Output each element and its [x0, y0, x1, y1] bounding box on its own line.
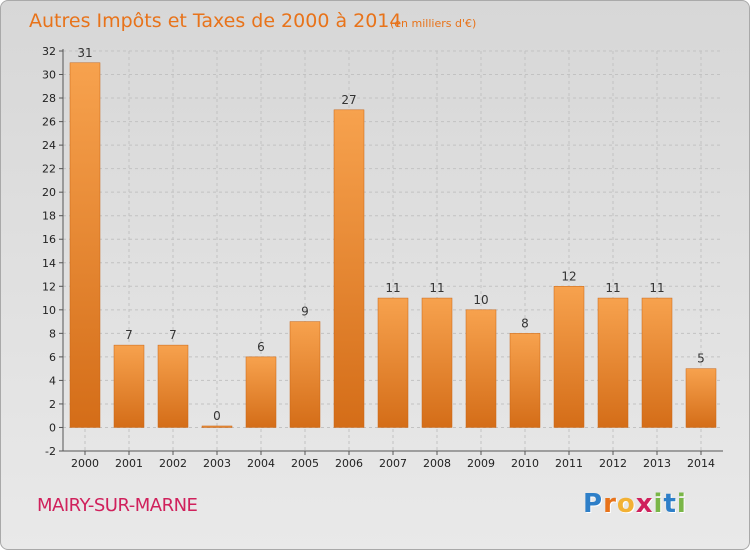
bars: [69, 62, 717, 428]
logo-letter: r: [603, 489, 617, 519]
bar-2006: [333, 109, 365, 428]
logo-letter: t: [663, 489, 677, 519]
x-tick-label-2011: 2011: [555, 457, 583, 470]
y-tick-label: 20: [42, 186, 56, 199]
y-tick-label: 16: [42, 233, 56, 246]
value-label-2005: 9: [301, 305, 309, 319]
axes: [59, 49, 723, 455]
chart-subtitle: (en milliers d'€): [390, 17, 476, 30]
bar-2000: [69, 62, 101, 428]
bar-2014: [685, 368, 717, 428]
logo-letter: P: [583, 489, 604, 519]
x-tick-label-2010: 2010: [511, 457, 539, 470]
value-label-2002: 7: [169, 328, 177, 342]
bar-2002: [157, 344, 189, 428]
y-tick-label: 2: [49, 398, 56, 411]
x-tick-label-2008: 2008: [423, 457, 451, 470]
y-tick-label: 32: [42, 45, 56, 58]
x-tick-label-2001: 2001: [115, 457, 143, 470]
x-tick-label-2006: 2006: [335, 457, 363, 470]
value-label-2010: 8: [521, 316, 529, 330]
value-label-2006: 27: [341, 93, 356, 107]
y-tick-label: 8: [49, 327, 56, 340]
logo-letter: i: [676, 489, 687, 519]
value-label-2009: 10: [473, 293, 488, 307]
logo-letter: i: [653, 489, 664, 519]
x-tick-label-2005: 2005: [291, 457, 319, 470]
commune-name: MAIRY-SUR-MARNE: [37, 495, 198, 516]
x-tick-label-2000: 2000: [71, 457, 99, 470]
y-tick-label: 30: [42, 69, 56, 82]
x-tick-label-2013: 2013: [643, 457, 671, 470]
proxiti-logo: Proxiti: [583, 489, 687, 519]
value-label-2011: 12: [561, 269, 576, 283]
bar-2004: [245, 356, 277, 428]
bar-2009: [465, 309, 497, 428]
value-label-2008: 11: [429, 281, 444, 295]
y-tick-label: 26: [42, 116, 56, 129]
x-tick-label-2003: 2003: [203, 457, 231, 470]
value-label-2007: 11: [385, 281, 400, 295]
y-tick-label: -2: [45, 445, 56, 458]
bar-2007: [377, 297, 409, 428]
y-tick-label: 22: [42, 163, 56, 176]
y-tick-label: 10: [42, 304, 56, 317]
x-tick-label-2004: 2004: [247, 457, 275, 470]
value-label-2001: 7: [125, 328, 133, 342]
value-label-2012: 11: [605, 281, 620, 295]
bar-2001: [113, 344, 145, 428]
value-labels: 31 7 7 0 6 9 27 11 11 10 8 12 11 11 5: [77, 46, 704, 423]
value-label-2003: 0: [213, 409, 221, 423]
bar-2003: [201, 425, 233, 428]
y-tick-label: 12: [42, 280, 56, 293]
value-label-2014: 5: [697, 352, 705, 366]
value-label-2000: 31: [77, 46, 92, 60]
value-label-2004: 6: [257, 340, 265, 354]
x-tick-label-2007: 2007: [379, 457, 407, 470]
logo-letter: o: [616, 489, 636, 519]
bar-2008: [421, 297, 453, 428]
y-tick-label: 14: [42, 257, 56, 270]
bar-2005: [289, 321, 321, 428]
x-tick-label-2002: 2002: [159, 457, 187, 470]
bar-2012: [597, 297, 629, 428]
y-tick-label: 18: [42, 210, 56, 223]
y-tick-label: 28: [42, 92, 56, 105]
bar-2013: [641, 297, 673, 428]
bar-2010: [509, 333, 541, 428]
value-label-2013: 11: [649, 281, 664, 295]
y-tick-label: 24: [42, 139, 56, 152]
x-tick-labels: 2000 2001 2002 2003 2004 2005 2006 2007 2008 2009…: [71, 457, 715, 470]
y-tick-label: 0: [49, 421, 56, 434]
y-tick-label: 6: [49, 351, 56, 364]
y-tick-label: 4: [49, 374, 56, 387]
x-tick-label-2014: 2014: [687, 457, 715, 470]
bar-2011: [553, 286, 585, 428]
x-tick-label-2009: 2009: [467, 457, 495, 470]
x-tick-label-2012: 2012: [599, 457, 627, 470]
logo-letter: x: [635, 489, 654, 519]
chart-title: Autres Impôts et Taxes de 2000 à 2014: [29, 10, 402, 32]
